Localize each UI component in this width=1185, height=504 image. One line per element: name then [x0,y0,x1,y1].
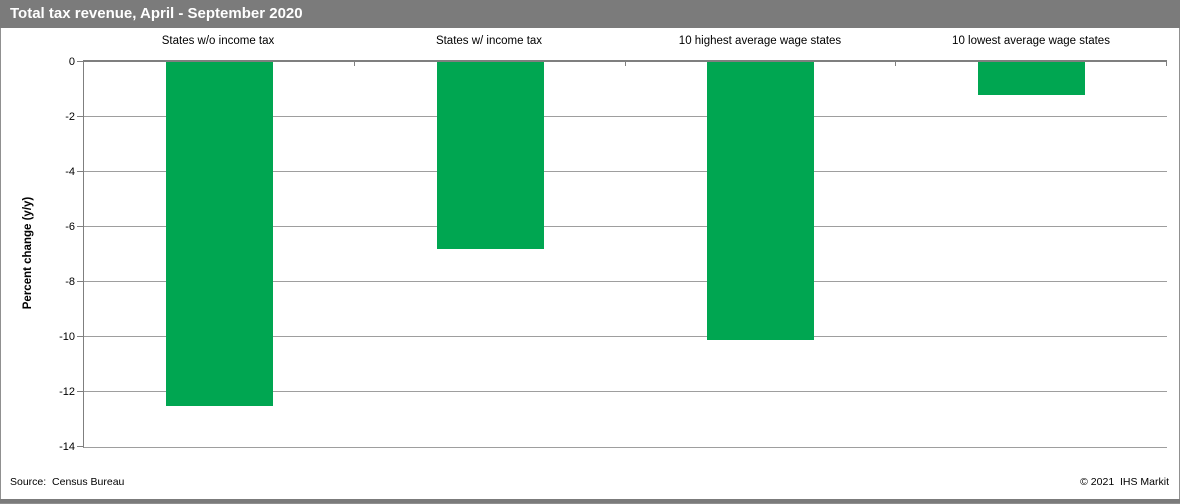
gridline [84,391,1167,392]
y-tick-mark [77,391,83,392]
copyright-note: © 2021 IHS Markit [1080,476,1169,488]
y-axis-title: Percent change (y/y) [22,196,34,310]
y-tick-mark [77,171,83,172]
chart-title-bar: Total tax revenue, April - September 202… [0,0,1180,28]
category-label: 10 highest average wage states [678,35,842,47]
x-axis-boundary-tick [625,62,626,66]
y-tick-mark [77,116,83,117]
x-axis-boundary-tick [895,62,896,66]
plot-area [83,60,1167,448]
gridline [84,116,1167,117]
bar [707,62,814,340]
category-label: States w/ income tax [435,35,543,47]
y-tick-mark [77,226,83,227]
x-axis-boundary-tick [354,62,355,66]
y-tick-label: -14 [59,441,75,453]
y-tick-label: -6 [65,221,75,233]
y-tick-label: -8 [65,276,75,288]
category-label: States w/o income tax [161,35,275,47]
bar [166,62,273,406]
y-tick-label: -10 [59,331,75,343]
y-tick-label: -12 [59,386,75,398]
footer-bar [0,499,1180,503]
gridline [84,336,1167,337]
y-tick-mark [77,61,83,62]
y-tick-mark [77,336,83,337]
source-note: Source: Census Bureau [10,476,125,488]
y-tick-label: 0 [68,56,75,68]
y-tick-mark [77,446,83,447]
category-label: 10 lowest average wage states [952,35,1110,47]
gridline [84,226,1167,227]
x-axis-boundary-tick [1166,62,1167,66]
y-tick-label: -4 [65,166,75,178]
chart-title: Total tax revenue, April - September 202… [10,5,303,22]
gridline [84,281,1167,282]
y-tick-label: -2 [65,111,75,123]
gridline [84,171,1167,172]
bar [437,62,544,249]
y-tick-mark [77,281,83,282]
bar [978,62,1085,95]
